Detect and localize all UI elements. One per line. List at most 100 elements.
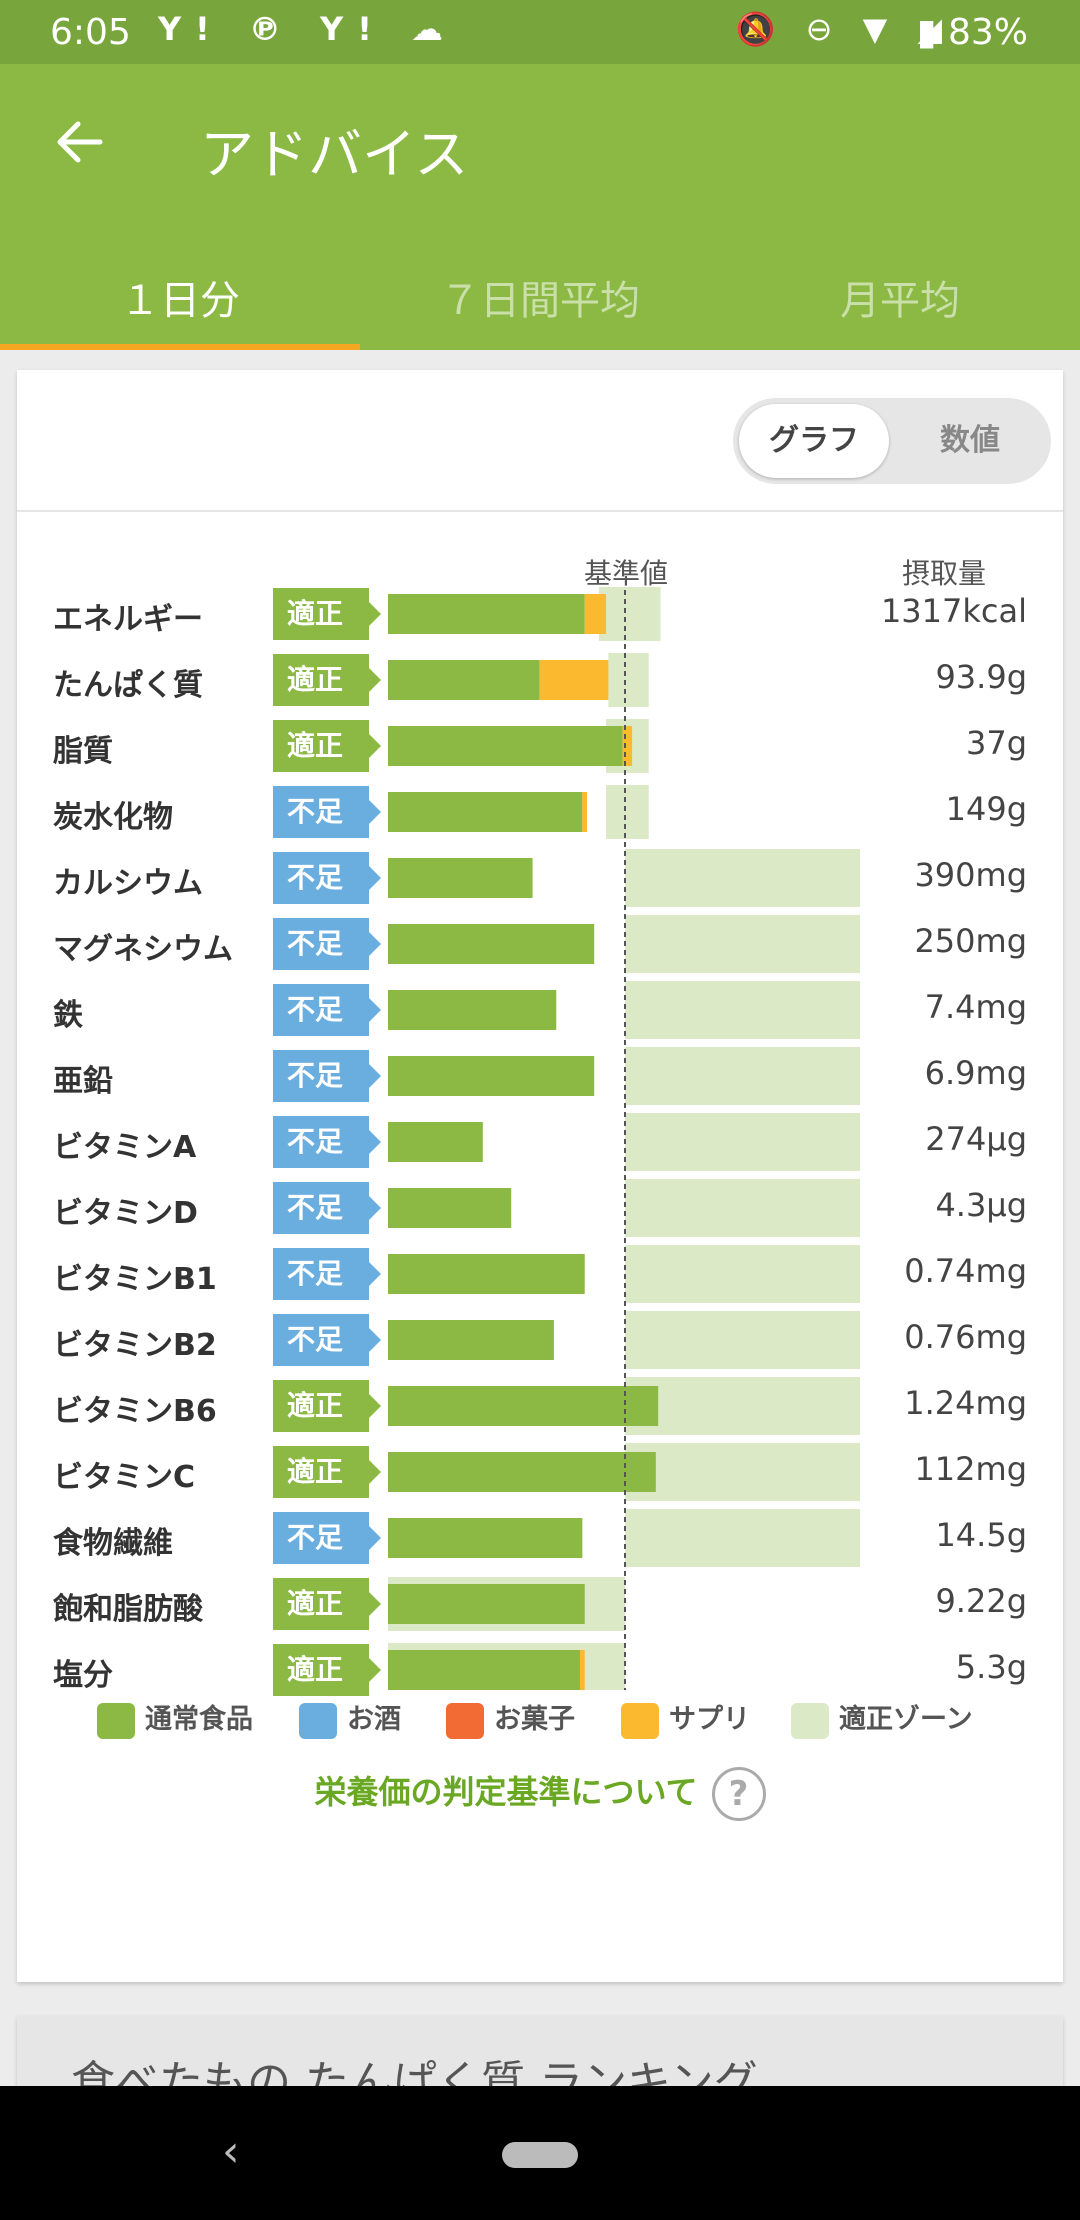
supplement-bar [622,726,633,766]
view-toggle: グラフ 数値 [733,398,1051,484]
criteria-link-text[interactable]: 栄養価の判定基準について [314,1773,698,1811]
notification-icons: Y! ℗ Y! ☁ [158,10,457,48]
nutrient-name: 鉄 [53,998,83,1033]
zone-bar [625,981,860,1039]
status-badge: 不足 [273,786,381,838]
toggle-graph[interactable]: グラフ [739,404,889,478]
intake-amount: 93.9g [935,658,1027,696]
zone-bar [625,1377,860,1435]
nutrient-name: 炭水化物 [53,800,173,835]
legend-item: サプリ [621,1700,750,1740]
nav-home-pill[interactable] [502,2142,578,2168]
zone-bar [606,785,649,839]
zone-bar [625,1245,860,1303]
reference-header: 基準値 [584,557,669,590]
supplement-bar [582,792,588,832]
legend-label: お酒 [347,1704,401,1735]
system-icons: 🔕 ⊖ ▼ ◢ [735,10,952,48]
supplement-bar [539,660,609,700]
status-badge: 不足 [273,984,381,1036]
tab-seven-day-average[interactable]: ７日間平均 [440,278,640,324]
criteria-link[interactable]: 栄養価の判定基準について? [17,1762,1063,1822]
normal-food-bar [388,858,533,898]
intake-amount: 250mg [914,922,1027,960]
zone-bar [625,915,860,973]
app-bar: アドバイス １日分 ７日間平均 月平均 [0,64,1080,350]
normal-food-bar [388,1584,585,1624]
status-badge: 不足 [273,852,381,904]
legend-item: お酒 [299,1700,401,1740]
intake-amount: 0.74mg [904,1252,1027,1290]
supplement-bar [584,594,607,634]
tab-indicator [0,344,360,350]
system-nav-bar: ‹ [0,2086,1080,2220]
nutrient-name: ビタミンD [53,1196,198,1231]
nutrient-name: ビタミンB1 [53,1262,217,1297]
nutrient-name: マグネシウム [53,932,233,967]
nutrient-name: 食物繊維 [53,1526,173,1561]
nutrient-name: 脂質 [53,734,113,769]
zone-bar [625,1311,860,1369]
nutrient-name: ビタミンA [53,1130,197,1165]
zone-bar [625,1443,860,1501]
status-badge: 不足 [273,1248,381,1300]
legend-swatch [97,1702,135,1739]
legend-item: 適正ゾーン [791,1700,973,1740]
nutrient-name: たんぱく質 [53,668,203,703]
normal-food-bar [388,594,585,634]
status-badge: 適正 [273,1644,381,1696]
zone-bar [625,849,860,907]
status-badge: 不足 [273,918,381,970]
legend-swatch [299,1702,337,1739]
zone-bar [625,1047,860,1105]
normal-food-bar [388,1518,583,1558]
intake-amount: 1317kcal [880,592,1027,630]
back-arrow-icon[interactable] [50,112,110,172]
tab-one-day[interactable]: １日分 [120,278,240,324]
nutrient-name: 塩分 [53,1658,113,1693]
legend-swatch [446,1702,484,1739]
nutrient-name: ビタミンC [53,1460,196,1495]
legend-label: お菓子 [494,1704,575,1735]
nutrient-name: ビタミンB2 [53,1328,217,1363]
normal-food-bar [388,1254,585,1294]
normal-food-bar [388,1650,580,1690]
status-badge: 不足 [273,1512,381,1564]
status-bar: 6:05 Y! ℗ Y! ☁ 🔕 ⊖ ▼ ◢ ▮ 83% [0,0,1080,64]
status-badge: 適正 [273,720,381,772]
normal-food-bar [388,1056,595,1096]
normal-food-bar [388,1320,554,1360]
status-badge: 適正 [273,654,381,706]
normal-food-bar [388,1386,659,1426]
nutrient-name: ビタミンB6 [53,1394,217,1429]
toggle-numbers[interactable]: 数値 [940,423,1000,458]
legend-item: 通常食品 [97,1700,253,1740]
intake-amount: 390mg [914,856,1027,894]
intake-amount: 4.3μg [935,1186,1027,1224]
nutrition-chart [388,587,860,1690]
nutrient-name: カルシウム [53,866,203,901]
nutrient-name: エネルギー [53,602,203,637]
legend-label: 通常食品 [145,1704,253,1735]
chart-legend: 通常食品 お酒 お菓子 サプリ 適正ゾーン [17,1700,1063,1740]
zone-bar [625,1113,860,1171]
nutrient-name: 亜鉛 [53,1064,113,1099]
normal-food-bar [388,660,540,700]
intake-amount: 274μg [925,1120,1027,1158]
status-badge: 適正 [273,588,381,640]
intake-amount: 9.22g [935,1582,1027,1620]
tab-monthly-average[interactable]: 月平均 [840,278,960,324]
zone-bar [608,653,649,707]
status-time: 6:05 [50,12,131,53]
period-tabs: １日分 ７日間平均 月平均 [0,252,1080,350]
legend-label: 適正ゾーン [839,1704,973,1735]
zone-bar [598,587,661,641]
intake-amount: 149g [945,790,1027,828]
nav-back-icon[interactable]: ‹ [222,2126,240,2177]
normal-food-bar [388,792,583,832]
help-icon[interactable]: ? [711,1767,766,1821]
intake-amount: 112mg [914,1450,1027,1488]
intake-amount: 14.5g [935,1516,1027,1554]
legend-swatch [621,1702,659,1739]
normal-food-bar [388,990,557,1030]
